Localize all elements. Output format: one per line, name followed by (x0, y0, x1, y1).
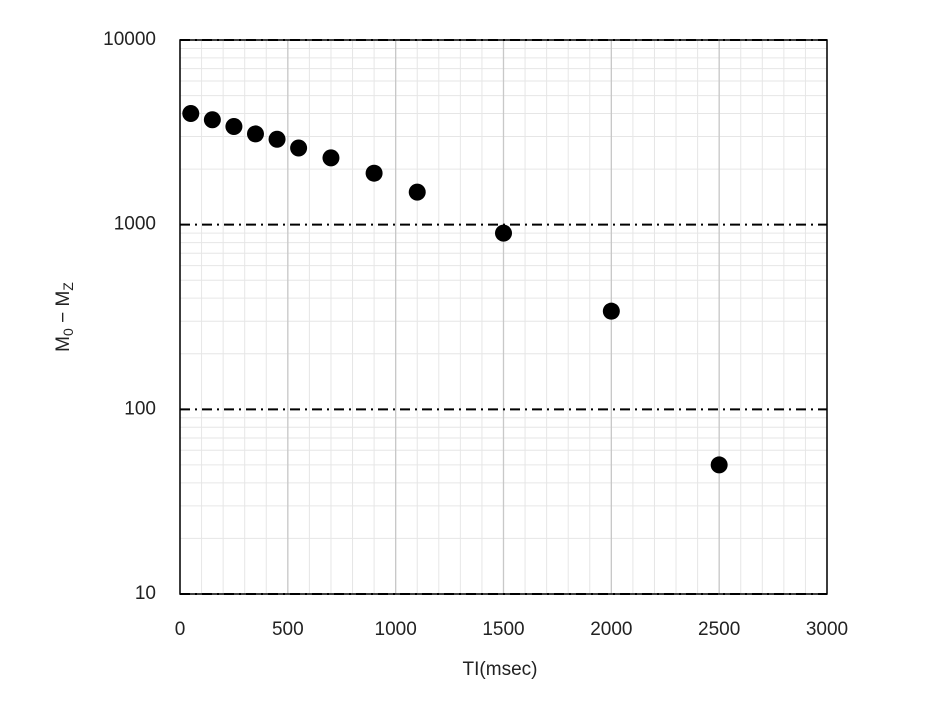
data-point (495, 224, 512, 242)
y-tick-label: 1000 (114, 214, 156, 235)
y-label-part: Z (60, 282, 76, 291)
data-point (290, 139, 308, 157)
data-point (602, 302, 620, 320)
data-point (182, 104, 200, 122)
x-tick-label: 1500 (482, 619, 524, 640)
x-axis-label: TI(msec) (463, 659, 538, 680)
data-point (246, 125, 264, 143)
y-label-part: M (53, 336, 74, 352)
x-tick-label: 2500 (698, 619, 740, 640)
y-tick-label: 100 (124, 398, 156, 419)
y-label-part: 0 (60, 328, 76, 336)
y-axis-label: M0 − MZ (53, 282, 76, 352)
y-tick-label: 10000 (103, 29, 156, 50)
data-point (203, 111, 221, 129)
data-point (322, 149, 340, 167)
data-point (225, 118, 243, 136)
y-tick-label: 10 (135, 583, 156, 604)
x-tick-label: 3000 (806, 619, 848, 640)
x-tick-label: 1000 (375, 619, 417, 640)
x-tick-label: 0 (175, 619, 186, 640)
data-point (365, 164, 383, 182)
data-point (710, 456, 728, 474)
plot-border (179, 39, 828, 595)
y-label-part: − M (53, 291, 74, 328)
data-point (408, 183, 426, 201)
x-tick-label: 500 (272, 619, 304, 640)
x-tick-label: 2000 (590, 619, 632, 640)
data-point (268, 130, 286, 148)
